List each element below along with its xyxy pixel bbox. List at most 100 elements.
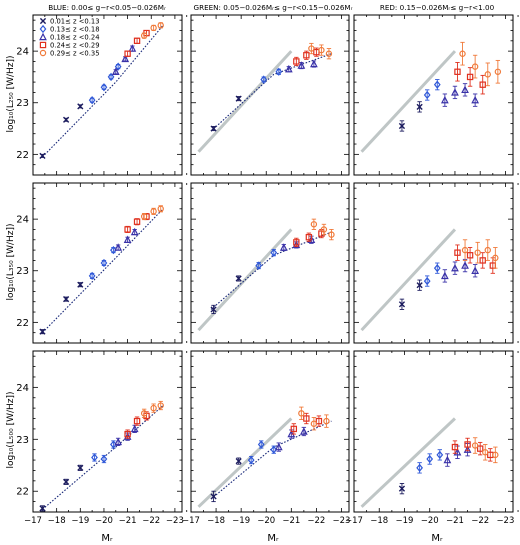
data-point-diamond bbox=[433, 80, 441, 89]
data-point-triangle bbox=[451, 88, 459, 96]
panel-r1-c0: 22 23 24 bbox=[16, 182, 188, 344]
x-tick-label: −22 bbox=[471, 516, 489, 526]
data-point-square bbox=[466, 252, 474, 259]
data-point-square bbox=[479, 257, 486, 264]
error-bar bbox=[467, 67, 473, 87]
reference-line bbox=[360, 417, 456, 508]
error-bar bbox=[304, 412, 309, 425]
data-point-circle bbox=[459, 50, 466, 57]
error-bar bbox=[319, 44, 324, 56]
x-tick-label: −21 bbox=[119, 516, 137, 526]
legend-entry: 0.29≤ z <0.35 bbox=[39, 49, 100, 58]
data-point-square bbox=[315, 417, 323, 425]
legend-entry: 0.24≤ z <0.29 bbox=[39, 41, 100, 50]
reference-line bbox=[197, 417, 293, 508]
error-bar bbox=[460, 41, 465, 66]
legend-marker-circle bbox=[39, 49, 47, 57]
error-bar bbox=[311, 218, 317, 230]
data-point-circle bbox=[140, 213, 148, 220]
legend-entry: 0.13≤ z <0.18 bbox=[39, 24, 100, 34]
panel-r0-c1 bbox=[190, 14, 355, 176]
data-point-x bbox=[416, 103, 423, 110]
data-point-circle bbox=[150, 404, 157, 412]
data-point-square bbox=[124, 226, 131, 233]
data-point-x bbox=[39, 328, 46, 335]
data-point-circle bbox=[310, 221, 318, 228]
data-point-diamond bbox=[88, 271, 96, 281]
data-point-triangle bbox=[451, 263, 459, 272]
error-bar bbox=[326, 48, 332, 60]
panel-frame bbox=[353, 182, 514, 344]
data-point-diamond bbox=[88, 96, 96, 105]
legend-label: 0.18≤ z <0.24 bbox=[50, 34, 100, 42]
panel-r1-c2 bbox=[353, 182, 519, 344]
data-point-circle bbox=[471, 442, 479, 449]
fit-line bbox=[42, 208, 164, 334]
panel-r2-c0: −17 −18 −19 −20 −21 −22 −23 22 23 24 bbox=[16, 350, 188, 526]
panel-r0-c2 bbox=[353, 14, 519, 176]
data-point-square bbox=[124, 430, 131, 438]
x-tick-label: −20 bbox=[421, 516, 439, 526]
error-bar bbox=[485, 62, 490, 87]
data-point-square bbox=[290, 425, 298, 433]
data-point-square bbox=[476, 445, 484, 452]
error-bar bbox=[299, 406, 304, 421]
panel-frame bbox=[32, 182, 183, 344]
data-point-circle bbox=[157, 402, 164, 409]
data-point-diamond bbox=[257, 440, 265, 449]
panel-frame bbox=[353, 350, 514, 513]
data-point-triangle bbox=[443, 455, 452, 464]
y-tick-label: 22 bbox=[16, 318, 29, 329]
data-point-x bbox=[39, 505, 46, 512]
data-point-x bbox=[63, 478, 70, 485]
y-tick-label: 22 bbox=[16, 487, 29, 498]
panel-r0-c0: 22 23 24 bbox=[16, 14, 188, 176]
x-tick-label: −20 bbox=[257, 516, 275, 526]
legend-entry: 0.18≤ z <0.24 bbox=[39, 32, 100, 42]
data-point-x bbox=[77, 103, 84, 110]
data-point-square bbox=[479, 81, 486, 88]
error-bar bbox=[465, 437, 470, 452]
legend-marker-square bbox=[39, 41, 47, 49]
data-point-circle bbox=[157, 205, 164, 213]
data-point-circle bbox=[492, 451, 499, 459]
data-point-diamond bbox=[423, 90, 431, 100]
data-point-diamond bbox=[255, 261, 263, 270]
error-bar bbox=[455, 62, 460, 82]
data-point-diamond bbox=[107, 72, 115, 82]
error-bar bbox=[467, 247, 473, 264]
panel-r2-c2: −17 −18 −19 −20 −21 −22 −23 bbox=[345, 350, 519, 526]
x-tick-label: −22 bbox=[142, 516, 160, 526]
error-bar bbox=[462, 239, 468, 261]
data-point-x bbox=[63, 116, 70, 123]
reference-line bbox=[360, 228, 457, 332]
y-tick-label: 24 bbox=[16, 215, 29, 226]
data-point-x bbox=[77, 464, 84, 471]
data-point-x bbox=[210, 493, 217, 500]
data-point-circle bbox=[318, 46, 325, 54]
data-point-triangle bbox=[461, 261, 469, 269]
data-point-circle bbox=[484, 71, 491, 78]
x-tick-label: −23 bbox=[166, 516, 184, 526]
data-point-diamond bbox=[416, 463, 423, 473]
legend-marker-triangle bbox=[39, 32, 47, 41]
x-tick-label: −20 bbox=[95, 516, 113, 526]
column-title-green: GREEN: 0.05−0.026Mᵣ≤ g−r<0.15−0.026Mᵣ bbox=[194, 3, 353, 12]
error-bar bbox=[493, 247, 498, 269]
data-point-triangle bbox=[299, 427, 308, 435]
x-tick-label: −17 bbox=[24, 516, 42, 526]
error-bar bbox=[493, 446, 498, 464]
x-tick-label: −19 bbox=[71, 516, 89, 526]
data-point-triangle bbox=[463, 445, 472, 453]
data-point-circle bbox=[150, 24, 157, 32]
panel-frame bbox=[190, 350, 350, 513]
data-point-diamond bbox=[100, 83, 108, 92]
column-titles: BLUE: 0.00≤ g−r<0.05−0.026Mᵣ GREEN: 0.05… bbox=[48, 3, 494, 12]
data-point-triangle bbox=[114, 243, 123, 251]
data-point-triangle bbox=[279, 243, 288, 251]
data-point-triangle bbox=[461, 85, 469, 94]
y-tick-label: 23 bbox=[16, 435, 29, 446]
error-bar bbox=[309, 42, 314, 55]
x-tick-label: −23 bbox=[496, 516, 514, 526]
data-point-square bbox=[451, 443, 459, 451]
